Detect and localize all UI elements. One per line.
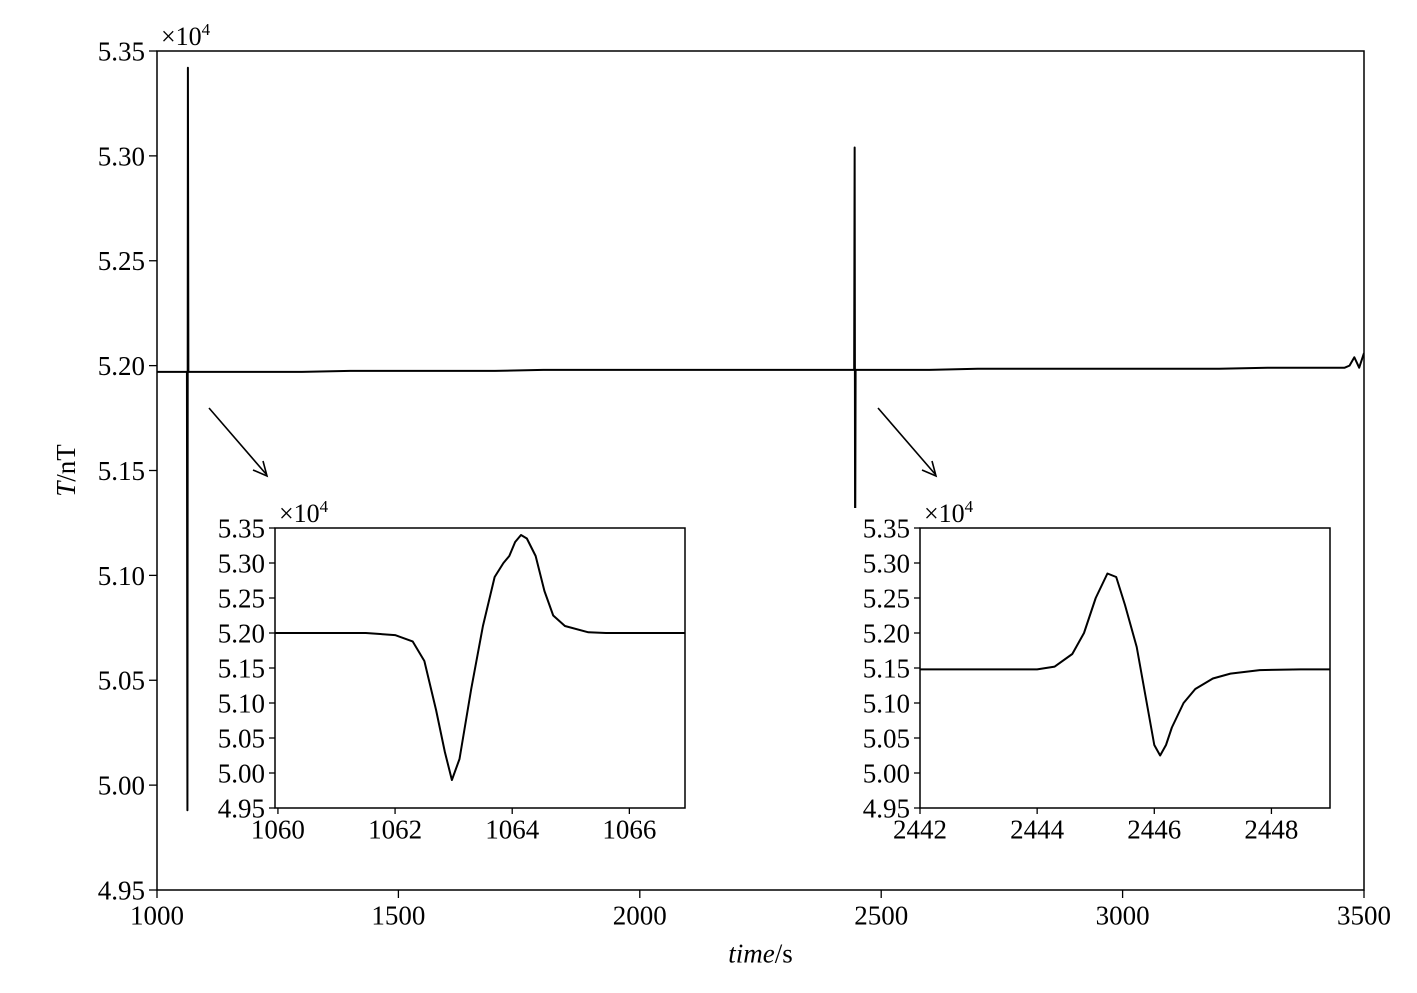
x-axis-label-unit: /s bbox=[775, 938, 793, 968]
inset-2-y-tick-label: 5.30 bbox=[863, 548, 910, 578]
inset-1-y-tick-label: 5.05 bbox=[218, 723, 265, 753]
inset-1-background bbox=[205, 508, 693, 850]
inset-2-pointer-arrow bbox=[877, 407, 936, 475]
main-y-tick-label: 5.15 bbox=[98, 456, 145, 486]
inset-2-y-tick-label: 5.15 bbox=[863, 653, 910, 683]
inset-1-y-tick-label: 5.00 bbox=[218, 758, 265, 788]
inset-2-y-tick-label: 5.10 bbox=[863, 688, 910, 718]
main-x-tick-label: 1500 bbox=[371, 900, 425, 930]
inset-chart-1: 1060 1062 1064 1066 4.95 5.00 5.05 5.10 5.15 5.20… bbox=[205, 497, 693, 850]
pointer-arrows bbox=[208, 407, 938, 478]
main-series-line bbox=[157, 66, 1364, 812]
inset-1-y-tick-label: 5.15 bbox=[218, 653, 265, 683]
inset-2-y-tick-label: 5.00 bbox=[863, 758, 910, 788]
inset-2-y-tick-label: 5.20 bbox=[863, 618, 910, 648]
inset-2-x-tick-label: 2448 bbox=[1244, 814, 1298, 844]
inset-2-y-tick-label: 5.35 bbox=[863, 513, 910, 543]
inset-1-arrowhead bbox=[252, 460, 269, 478]
y-axis-label-unit: /nT bbox=[51, 444, 81, 482]
main-y-tick-label: 5.00 bbox=[98, 771, 145, 801]
y-axis-label-variable: T bbox=[51, 480, 81, 497]
inset-2-y-tick-label: 5.05 bbox=[863, 723, 910, 753]
inset-2-y-multiplier-base: ×10 bbox=[924, 499, 965, 528]
inset-1-y-tick-label: 5.25 bbox=[218, 583, 265, 613]
main-y-multiplier: ×104 bbox=[161, 20, 211, 51]
main-x-tick-label: 2500 bbox=[854, 900, 908, 930]
main-y-tick-label: 4.95 bbox=[98, 875, 145, 905]
inset-1-y-multiplier-base: ×10 bbox=[279, 499, 320, 528]
inset-2-background bbox=[850, 508, 1338, 850]
main-y-tick-label: 5.05 bbox=[98, 666, 145, 696]
main-y-tick-label: 5.35 bbox=[98, 36, 145, 66]
inset-1-x-tick-label: 1060 bbox=[251, 814, 305, 844]
inset-1-y-tick-label: 5.10 bbox=[218, 688, 265, 718]
main-y-tick-label: 5.20 bbox=[98, 351, 145, 381]
y-axis-label: T/nT bbox=[51, 444, 81, 497]
inset-2-y-multiplier: ×104 bbox=[924, 497, 974, 528]
main-x-tick-label: 1000 bbox=[130, 900, 184, 930]
x-axis-label: time/s bbox=[728, 938, 793, 968]
inset-2-arrowhead bbox=[921, 460, 938, 478]
inset-1-x-tick-label: 1062 bbox=[368, 814, 422, 844]
inset-2-y-tick-label: 5.25 bbox=[863, 583, 910, 613]
main-x-tick-label: 2000 bbox=[613, 900, 667, 930]
x-axis-label-variable: time bbox=[728, 938, 775, 968]
main-x-tick-label: 3000 bbox=[1096, 900, 1150, 930]
main-y-tick-label: 5.25 bbox=[98, 246, 145, 276]
inset-1-y-tick-label: 5.35 bbox=[218, 513, 265, 543]
inset-1-y-multiplier: ×104 bbox=[279, 497, 329, 528]
inset-2-series-line bbox=[920, 572, 1330, 757]
main-x-tick-label: 3500 bbox=[1337, 900, 1391, 930]
inset-1-y-tick-label: 4.95 bbox=[218, 793, 265, 823]
inset-2-x-tick-label: 2442 bbox=[893, 814, 947, 844]
main-y-tick-label: 5.10 bbox=[98, 561, 145, 591]
inset-2-x-tick-label: 2446 bbox=[1127, 814, 1181, 844]
inset-2-x-tick-label: 2444 bbox=[1010, 814, 1065, 844]
inset-1-x-tick-label: 1064 bbox=[485, 814, 540, 844]
main-chart: 1000 1500 2000 2500 3000 3500 4.95 5.00 5.05 5.10… bbox=[51, 20, 1391, 968]
inset-1-x-tick-label: 1066 bbox=[602, 814, 656, 844]
inset-1-y-tick-label: 5.30 bbox=[218, 548, 265, 578]
main-y-tick-label: 5.30 bbox=[98, 141, 145, 171]
inset-1-series-line bbox=[275, 534, 685, 781]
inset-chart-2: 2442 2444 2446 2448 4.95 5.00 5.05 5.10 5.15 5.20… bbox=[850, 497, 1338, 850]
inset-1-pointer-arrow bbox=[208, 407, 267, 475]
main-y-multiplier-exponent: 4 bbox=[202, 20, 211, 39]
inset-1-y-multiplier-exponent: 4 bbox=[320, 497, 329, 516]
inset-2-y-tick-label: 4.95 bbox=[863, 793, 910, 823]
main-y-multiplier-base: ×10 bbox=[161, 22, 202, 51]
inset-2-y-multiplier-exponent: 4 bbox=[965, 497, 974, 516]
inset-1-y-tick-label: 5.20 bbox=[218, 618, 265, 648]
